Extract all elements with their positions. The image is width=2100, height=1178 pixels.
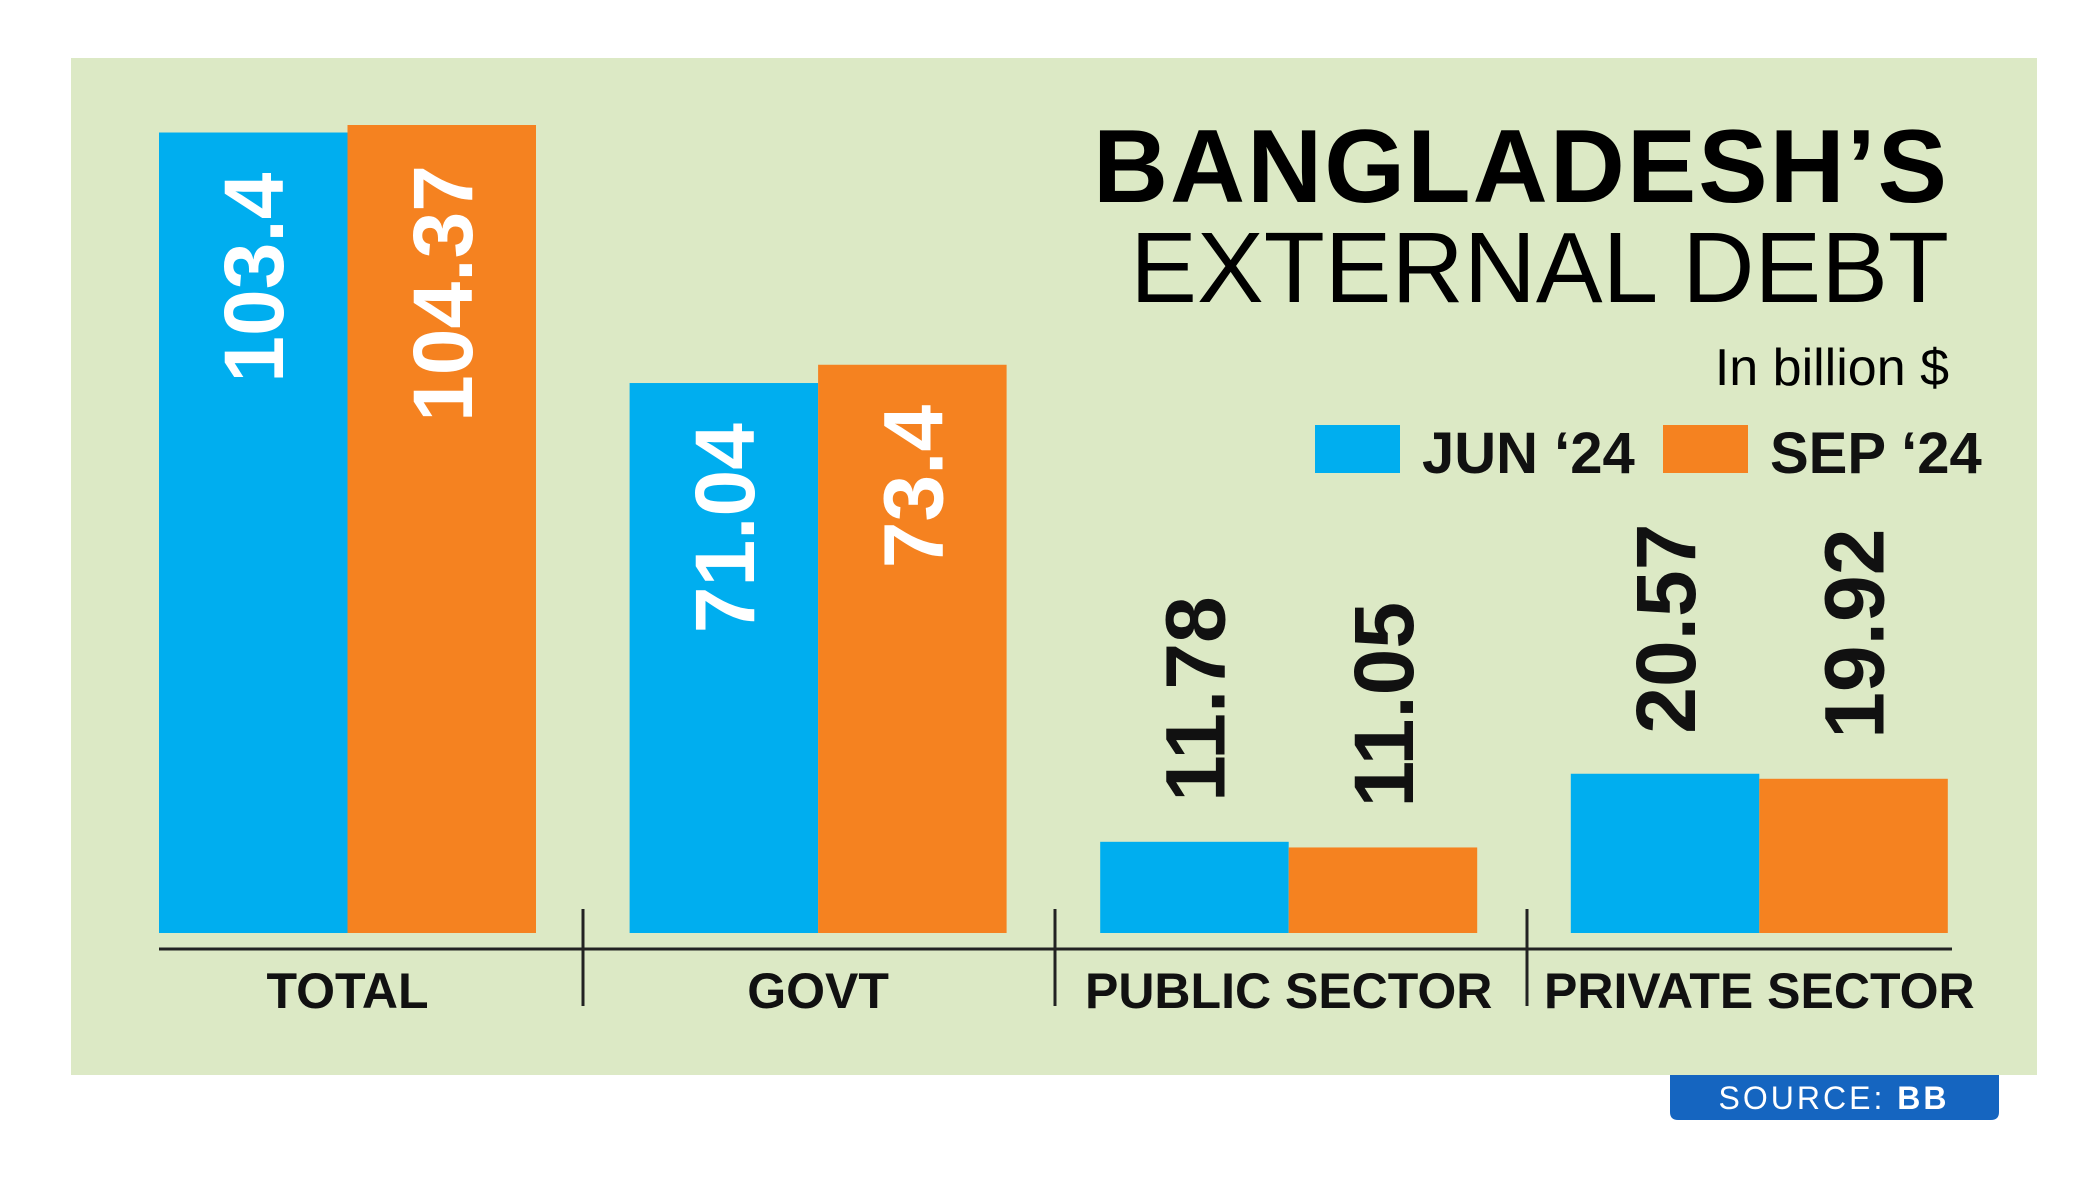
data-label: 103.4 [207,172,301,382]
source-box [1670,1075,1999,1120]
source-label: SOURCE: [1719,1080,1886,1116]
bar [1570,773,1760,933]
legend-swatch [1663,425,1748,473]
data-label: 73.4 [866,404,960,568]
bar [1100,841,1289,933]
bar [159,132,348,934]
data-label: 104.37 [396,165,490,422]
x-tick-label: GOVT [747,963,889,1019]
source: SOURCE: BB [1719,1080,1950,1116]
bar [1759,778,1948,933]
chart-subtitle: EXTERNAL DEBT [1130,212,1949,324]
data-label: 20.57 [1619,524,1713,734]
unit-label: In billion $ [1715,339,1949,397]
x-tick-label: TOTAL [266,963,428,1019]
legend-swatch [1315,425,1400,473]
bar [629,383,819,933]
data-label: 19.92 [1808,529,1902,739]
bar [347,125,536,933]
data-label: 11.78 [1148,596,1242,802]
x-tick-label: PRIVATE SECTOR [1544,963,1975,1019]
bar [818,364,1007,933]
chart-title: BANGLADESH’S [1093,109,1949,225]
source-name: BB [1897,1080,1949,1116]
x-tick-label: PUBLIC SECTOR [1085,963,1492,1019]
marks: TOTAL 103.4 104.37 GOVT 71.04 73.4 PUBLIC SECT… [159,125,1982,1019]
data-label: 71.04 [678,423,772,633]
data-label: 11.05 [1337,602,1431,808]
bar [1288,847,1478,933]
legend-label: JUN ‘24 [1422,421,1635,486]
legend-label: SEP ‘24 [1770,421,1982,486]
